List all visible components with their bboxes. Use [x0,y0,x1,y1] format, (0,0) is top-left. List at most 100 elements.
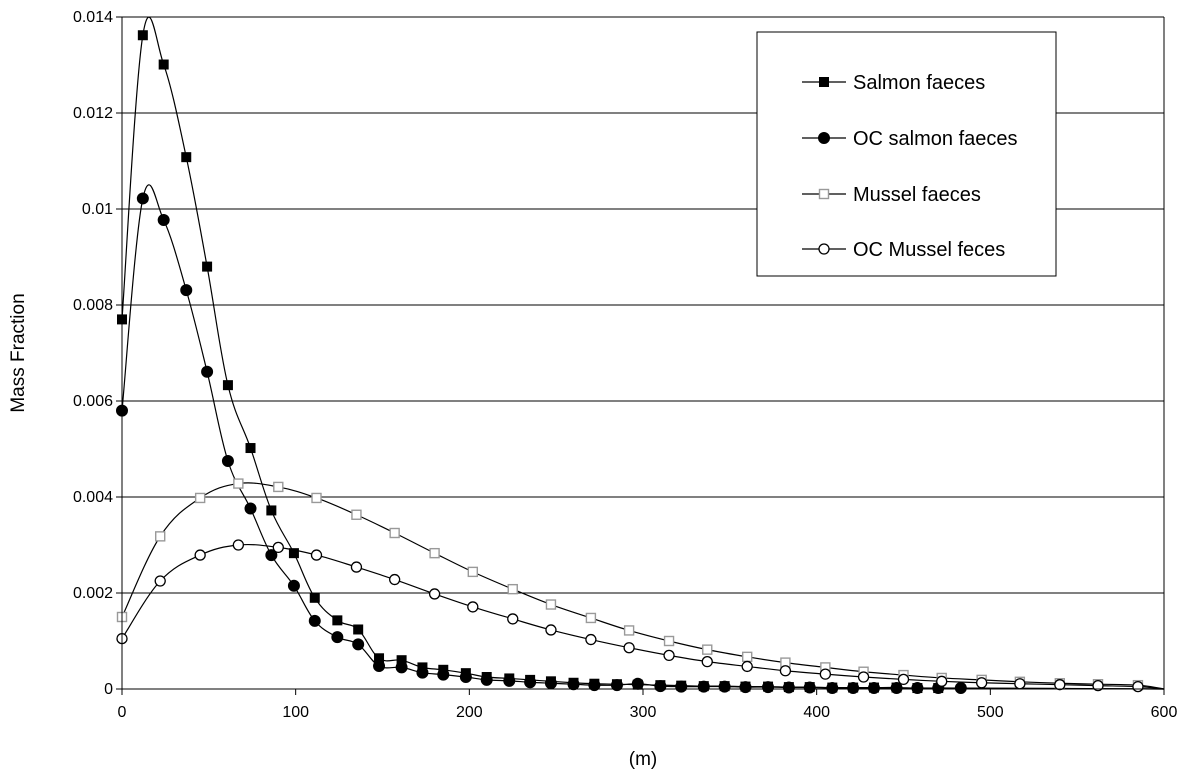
x-tick-label-1: 100 [282,704,309,721]
data-point-s3-1 [154,575,166,587]
x-tick-label-6: 600 [1151,704,1178,721]
x-tick-label-5: 500 [977,704,1004,721]
data-point-s1-35 [867,682,880,695]
data-point-s3-18 [819,668,831,680]
legend: Salmon faeces OC salmon faeces Mussel faec… [756,31,1057,277]
data-point-s3-8 [428,588,441,600]
series-markers [116,30,1144,695]
data-point-s1-12 [373,659,386,672]
legend-label-2: Mussel faeces [853,184,981,206]
y-tick-label-7: 0.014 [73,9,113,26]
x-tick-label-4: 400 [803,704,830,721]
data-point-s3-5 [310,549,323,561]
legend-marker-0 [819,77,829,87]
data-point-s2-6 [351,509,362,520]
legend-marker-2 [818,188,830,200]
data-point-s0-3 [181,152,192,163]
data-point-s1-3 [180,284,193,297]
data-point-s3-26 [1132,680,1144,693]
data-point-s0-4 [202,261,213,272]
data-point-s1-18 [503,674,516,687]
data-point-s2-7 [389,527,400,539]
data-point-s1-17 [480,673,493,686]
y-tick-labels: 0 0.002 0.004 0.006 0.008 0.01 0.012 0.014 [73,9,122,698]
data-point-s1-23 [610,679,623,692]
data-point-s1-8 [287,579,300,592]
data-point-s2-11 [545,599,557,610]
data-point-s1-32 [803,681,816,694]
data-point-s1-5 [221,455,234,467]
x-tick-labels: 0 100 200 300 400 500 600 [118,689,1178,721]
data-point-s1-10 [331,631,344,644]
data-point-s3-9 [467,601,479,613]
y-tick-label-2: 0.004 [73,489,113,506]
gridlines [122,16,1164,690]
x-axis-title: (m) [629,749,657,770]
data-point-s2-5 [311,492,322,504]
series-markers-3 [116,539,1144,693]
data-point-s1-2 [157,214,170,227]
data-point-s2-12 [585,612,597,624]
data-point-s1-39 [954,682,967,695]
data-point-s3-14 [663,649,675,662]
data-point-s1-20 [544,677,557,690]
data-point-s2-15 [702,644,713,655]
data-point-s3-20 [897,673,910,686]
x-tick-label-2: 200 [456,704,483,721]
data-point-s1-6 [244,502,257,515]
data-point-s2-9 [467,566,479,578]
data-point-s1-28 [718,680,731,693]
data-point-s0-6 [245,443,256,454]
x-tick-label-3: 300 [630,704,657,721]
data-point-s3-13 [623,642,635,654]
y-tick-label-0: 0 [104,681,113,698]
data-point-s2-16 [742,651,753,663]
data-point-s1-30 [762,681,775,694]
data-point-s1-14 [416,666,429,679]
data-point-s2-14 [663,635,675,647]
data-point-s1-4 [201,365,214,378]
y-tick-label-1: 0.002 [73,585,113,602]
data-point-s1-37 [911,682,924,695]
data-point-s0-2 [158,59,169,70]
data-point-s1-33 [826,682,839,695]
y-tick-label-4: 0.008 [73,297,113,314]
data-point-s3-10 [507,613,519,625]
data-point-s1-16 [459,671,472,683]
data-point-s1-29 [739,681,752,694]
data-point-s3-7 [389,573,401,586]
data-point-s0-8 [288,548,299,559]
data-point-s0-11 [353,624,364,635]
legend-label-3: OC Mussel feces [853,239,1005,261]
data-point-s1-11 [352,638,365,651]
y-tick-label-6: 0.012 [73,105,113,122]
data-point-s3-21 [936,675,948,687]
data-point-s1-7 [265,549,278,562]
data-point-s1-22 [588,679,601,692]
data-point-s2-1 [155,531,166,542]
data-point-s3-24 [1054,679,1066,691]
data-point-s1-21 [567,678,580,691]
data-point-s1-19 [524,676,537,689]
data-point-s1-34 [847,682,860,695]
data-point-s3-19 [857,671,870,683]
data-point-s3-4 [272,541,284,554]
data-point-s0-5 [222,380,233,391]
data-point-s2-10 [507,583,518,595]
data-point-s1-27 [697,680,710,693]
data-point-s3-11 [545,624,557,636]
data-point-s3-23 [1014,678,1026,690]
data-point-s3-16 [741,660,753,673]
y-tick-label-5: 0.01 [82,201,113,218]
data-point-s2-13 [623,625,635,636]
data-point-s1-24 [631,677,644,690]
data-point-s2-2 [194,492,206,504]
data-point-s1-13 [395,661,408,674]
data-point-s2-3 [233,478,244,489]
legend-label-1: OC salmon faeces [853,128,1018,150]
data-point-s3-22 [976,677,988,689]
legend-label-0: Salmon faeces [853,72,985,94]
legend-marker-1 [818,132,830,144]
data-point-s3-17 [779,665,792,677]
y-tick-label-3: 0.006 [73,393,113,410]
